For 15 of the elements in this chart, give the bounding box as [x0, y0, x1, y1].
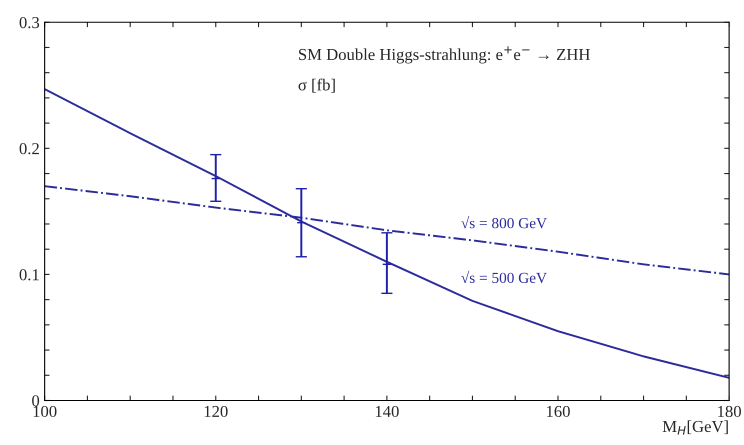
annotation: σ [fb]: [298, 78, 335, 93]
y-tick-label: 0.1: [20, 269, 39, 280]
x-tick-label: 160: [546, 406, 570, 418]
annotation: SM Double Higgs-strahlung: e$^{+}$e$^{−}$ → ZHH: [299, 46, 590, 64]
x-tick-label: 140: [376, 406, 399, 418]
x-tick-label: 100: [34, 406, 57, 418]
x-tick-label: 120: [204, 406, 228, 418]
series-label: √s = 500 GeV: [461, 270, 547, 284]
y-tick-label: 0: [32, 395, 40, 406]
point: [382, 259, 392, 270]
x-tick-label: 180: [718, 406, 741, 418]
y-tick-label: 0.2: [20, 143, 39, 154]
x-axis-title: M$_{H}$[GeV]: [662, 420, 728, 435]
y-tick-label: 0.3: [20, 16, 40, 28]
series-label: √s = 800 GeV: [461, 216, 547, 228]
